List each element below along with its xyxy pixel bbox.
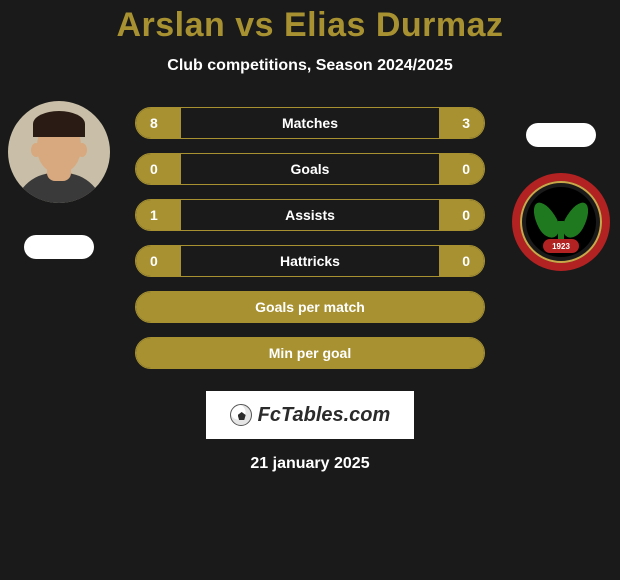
page-subtitle: Club competitions, Season 2024/2025 <box>167 57 452 75</box>
stat-value-right: 3 <box>462 115 470 131</box>
stat-row: Goals per match <box>135 291 485 323</box>
stat-row: 0 Goals 0 <box>135 153 485 185</box>
page-title: Arslan vs Elias Durmaz <box>116 6 503 45</box>
player-right-club-logo: 1923 <box>510 171 612 273</box>
stat-value-right: 0 <box>462 207 470 223</box>
fctables-label: FcTables.com <box>258 404 391 427</box>
club-year-badge: 1923 <box>543 239 579 253</box>
stat-value-left: 0 <box>150 161 158 177</box>
stat-row: 0 Hattricks 0 <box>135 245 485 277</box>
stat-row: Min per goal <box>135 337 485 369</box>
player-left-flag <box>24 235 94 259</box>
stat-row: 1 Assists 0 <box>135 199 485 231</box>
stat-label: Hattricks <box>280 253 340 269</box>
player-left-avatar <box>8 101 110 203</box>
player-right-column: 1923 <box>510 105 612 273</box>
stats-panel: 8 Matches 3 0 Goals 0 1 Assists 0 0 Hattricks 0 Goal… <box>135 107 485 369</box>
stat-label: Goals <box>291 161 330 177</box>
stat-row: 8 Matches 3 <box>135 107 485 139</box>
stat-label: Assists <box>285 207 335 223</box>
stat-value-left: 1 <box>150 207 158 223</box>
date-label: 21 january 2025 <box>250 455 369 473</box>
stat-value-left: 0 <box>150 253 158 269</box>
stat-label: Matches <box>282 115 338 131</box>
stat-value-right: 0 <box>462 253 470 269</box>
stat-label: Min per goal <box>269 345 351 361</box>
middle-row: 8 Matches 3 0 Goals 0 1 Assists 0 0 Hattricks 0 Goal… <box>0 107 620 369</box>
soccer-ball-icon <box>230 404 252 426</box>
stat-value-left: 8 <box>150 115 158 131</box>
player-left-column <box>8 101 110 259</box>
player-right-flag <box>526 123 596 147</box>
stat-label: Goals per match <box>255 299 365 315</box>
stat-value-right: 0 <box>462 161 470 177</box>
fctables-watermark: FcTables.com <box>206 391 414 439</box>
infographic-root: Arslan vs Elias Durmaz Club competitions… <box>0 0 620 580</box>
